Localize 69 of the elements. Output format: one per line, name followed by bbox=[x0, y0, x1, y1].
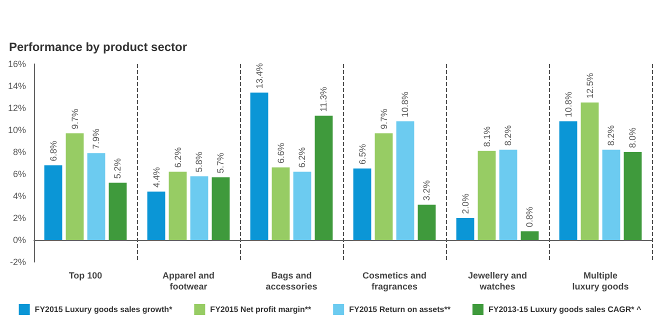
data-label: 13.4% bbox=[254, 63, 264, 89]
bar bbox=[190, 176, 208, 240]
legend-label: FY2015 Luxury goods sales growth* bbox=[34, 305, 174, 314]
bar bbox=[374, 133, 393, 240]
bar bbox=[147, 192, 166, 240]
data-label: 7.9% bbox=[91, 128, 102, 150]
data-label: 4.4% bbox=[151, 167, 162, 188]
y-tick-label: 0% bbox=[12, 235, 26, 245]
bar bbox=[580, 102, 599, 240]
data-label: 9.7% bbox=[378, 108, 389, 130]
bar bbox=[168, 172, 187, 240]
bar bbox=[66, 133, 84, 240]
data-label: 10.8% bbox=[563, 92, 574, 118]
bar bbox=[87, 153, 106, 240]
legend-label: FY2015 Net profit margin** bbox=[210, 305, 312, 314]
data-label: 2.0% bbox=[460, 193, 470, 214]
bar bbox=[396, 121, 414, 240]
data-label: 8.1% bbox=[482, 126, 492, 147]
data-label: 6.5% bbox=[357, 144, 368, 164]
y-tick-label: 12% bbox=[8, 103, 26, 113]
bar bbox=[314, 116, 333, 240]
y-tick-label: 14% bbox=[8, 81, 26, 91]
x-tick-label: Bags and accessories bbox=[266, 270, 318, 292]
bar bbox=[478, 150, 496, 240]
bar bbox=[559, 121, 578, 240]
bar bbox=[250, 92, 268, 240]
data-label: 6.6% bbox=[276, 142, 286, 164]
data-label: 5.2% bbox=[112, 158, 123, 179]
legend-label: FY2013-15 Luxury goods sales CAGR* ^ bbox=[488, 305, 642, 314]
data-label: 11.3% bbox=[318, 86, 329, 112]
data-label: 12.5% bbox=[584, 72, 595, 98]
bar bbox=[108, 182, 127, 240]
x-tick-label: Apparel and footwear bbox=[162, 270, 215, 292]
bar bbox=[212, 177, 230, 240]
data-label: 5.7% bbox=[216, 152, 226, 174]
data-label: 5.8% bbox=[194, 152, 204, 172]
data-label: 6.8% bbox=[48, 140, 58, 162]
y-tick-label: 8% bbox=[12, 147, 26, 157]
bar bbox=[44, 165, 62, 240]
x-tick-label: Jewellery and watches bbox=[468, 270, 528, 292]
bar bbox=[293, 172, 312, 240]
data-label: 0.8% bbox=[524, 206, 535, 228]
bar bbox=[272, 167, 290, 240]
data-label: 6.2% bbox=[172, 147, 183, 168]
data-label: 8.2% bbox=[606, 125, 616, 146]
data-label: 8.2% bbox=[503, 125, 514, 146]
data-label: 9.7% bbox=[70, 108, 80, 130]
x-tick-label: Cosmetics and fragrances bbox=[362, 270, 427, 292]
data-label: 10.8% bbox=[400, 92, 410, 118]
data-label: 8.0% bbox=[628, 127, 638, 148]
data-label: 6.2% bbox=[297, 147, 308, 168]
bar bbox=[456, 218, 474, 240]
bar bbox=[418, 204, 436, 240]
y-tick-label: -2% bbox=[10, 257, 26, 267]
legend-label: FY2015 Return on assets** bbox=[349, 305, 452, 314]
y-tick-label: 16% bbox=[8, 59, 26, 69]
x-tick-label: Top 100 bbox=[68, 270, 102, 280]
y-tick-label: 6% bbox=[12, 169, 26, 179]
bar bbox=[602, 150, 620, 240]
bar bbox=[353, 168, 372, 240]
bar bbox=[624, 152, 642, 240]
bar bbox=[499, 150, 518, 240]
bar bbox=[520, 231, 539, 240]
x-tick-label: Multiple luxury goods bbox=[572, 270, 629, 292]
data-label: 3.2% bbox=[422, 180, 432, 201]
y-tick-label: 10% bbox=[8, 125, 26, 135]
y-tick-label: 4% bbox=[12, 191, 26, 201]
y-tick-label: 2% bbox=[12, 213, 26, 223]
chart-title: Performance by product sector bbox=[9, 40, 188, 54]
